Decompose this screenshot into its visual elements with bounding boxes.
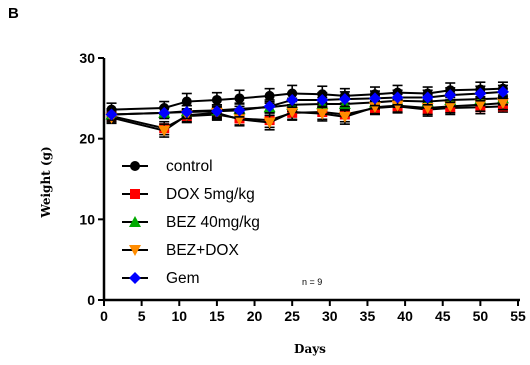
data-point (234, 93, 245, 104)
data-point (391, 100, 404, 112)
y-axis-title: Weight (g) (39, 146, 53, 218)
data-point (421, 91, 434, 104)
data-point (338, 93, 351, 106)
legend-item: BEZ 40mg/kg (122, 214, 260, 231)
panel-label: B (8, 5, 19, 22)
x-tick-label: 55 (510, 308, 526, 324)
data-point (211, 94, 222, 105)
data-point (368, 92, 381, 105)
data-point (210, 105, 223, 118)
data-point (263, 117, 276, 129)
data-point (496, 98, 509, 110)
y-tick-label: 30 (79, 50, 95, 66)
data-point (316, 108, 329, 120)
sample-size-annotation: n = 9 (302, 277, 322, 287)
series-line (111, 105, 503, 130)
legend-item: Gem (122, 270, 200, 287)
data-point (286, 107, 299, 119)
x-tick-label: 35 (360, 308, 376, 324)
legend-marker (129, 245, 141, 256)
data-point (444, 89, 457, 102)
legend-item: control (122, 158, 213, 175)
data-point (421, 103, 434, 115)
y-tick-label: 0 (87, 292, 95, 308)
data-point (180, 106, 193, 119)
x-tick-label: 0 (100, 308, 108, 324)
series-gem (105, 84, 509, 121)
data-point (444, 101, 457, 113)
series-line (111, 90, 504, 116)
legend-label: control (166, 158, 213, 175)
x-tick-label: 40 (397, 308, 413, 324)
legend-marker (129, 216, 141, 227)
data-point (158, 106, 171, 119)
legend-item: BEZ+DOX (122, 242, 239, 259)
legend-marker (130, 161, 140, 171)
data-point (391, 91, 404, 104)
x-tick-label: 20 (247, 308, 263, 324)
data-point (264, 90, 275, 101)
x-tick-label: 15 (209, 308, 225, 324)
series-layer (105, 81, 509, 138)
data-point (474, 87, 487, 100)
x-axis-title: Days (294, 342, 326, 356)
axes: 0 5 10 15 20 25 30 35 40 45 50 55 0 10 20 30 (79, 50, 526, 324)
legend-label: BEZ 40mg/kg (166, 214, 260, 231)
data-point (233, 104, 246, 117)
legend-item: DOX 5mg/kg (122, 186, 255, 203)
legend: control DOX 5mg/kg BEZ 40mg/kg BEZ+DOX Gem (122, 158, 260, 287)
data-point (496, 85, 509, 98)
x-tick-label: 50 (473, 308, 489, 324)
legend-marker (129, 272, 141, 284)
x-tick-label: 45 (435, 308, 451, 324)
data-point (286, 93, 299, 106)
data-point (181, 96, 192, 107)
data-point (105, 108, 118, 121)
x-tick-label: 5 (138, 308, 146, 324)
y-tick-label: 20 (79, 131, 95, 147)
data-point (474, 99, 487, 111)
x-tick-label: 10 (171, 308, 187, 324)
legend-label: Gem (166, 270, 200, 287)
legend-marker (130, 189, 140, 199)
legend-label: DOX 5mg/kg (166, 186, 255, 203)
x-tick-label: 25 (284, 308, 300, 324)
data-point (338, 111, 351, 123)
data-point (316, 93, 329, 106)
data-point (263, 100, 276, 113)
data-point (158, 125, 171, 137)
legend-label: BEZ+DOX (166, 242, 239, 259)
y-tick-label: 10 (79, 211, 95, 227)
x-tick-label: 30 (322, 308, 338, 324)
